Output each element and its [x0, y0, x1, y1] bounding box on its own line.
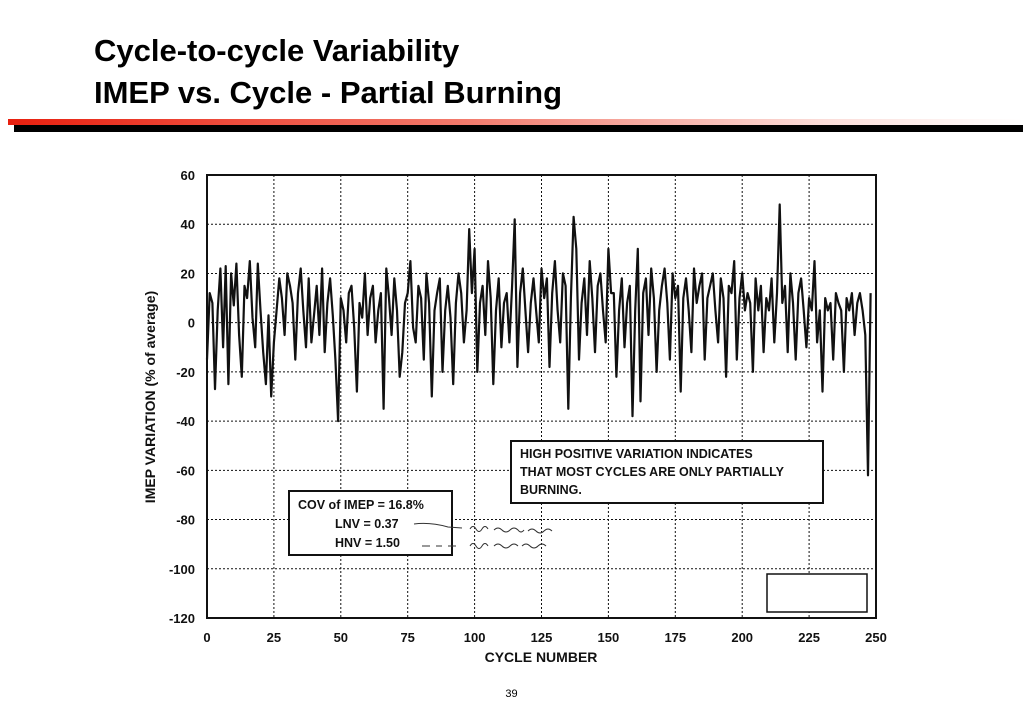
y-tick-label-neg120: -120 — [169, 611, 195, 626]
slide-title: Cycle-to-cycle Variability IMEP vs. Cycl… — [94, 30, 562, 114]
note-line-1: HIGH POSITIVE VARIATION INDICATES — [520, 447, 753, 461]
title-line-2: IMEP vs. Cycle - Partial Burning — [94, 75, 563, 110]
page-number: 39 — [505, 688, 518, 700]
title-rule-red — [8, 119, 1023, 125]
x-tick-label-75: 75 — [400, 630, 414, 645]
x-tick-label-125: 125 — [531, 630, 553, 645]
x-tick-labels: 0 25 50 75 100 125 150 175 200 225 250 — [203, 630, 886, 645]
y-tick-label-neg60: -60 — [176, 463, 195, 478]
x-tick-label-150: 150 — [598, 630, 620, 645]
y-tick-label-0: 0 — [188, 316, 195, 331]
y-tick-label-neg40: -40 — [176, 414, 195, 429]
note-box: HIGH POSITIVE VARIATION INDICATES THAT M… — [510, 440, 824, 504]
x-tick-label-100: 100 — [464, 630, 486, 645]
stats-lnv: LNV = 0.37 — [335, 517, 399, 531]
y-tick-label-neg20: -20 — [176, 365, 195, 380]
handwritten-note-scribble — [413, 522, 553, 549]
y-tick-label-60: 60 — [181, 168, 195, 183]
y-tick-label-40: 40 — [181, 217, 195, 232]
y-tick-labels: 60 40 20 0 -20 -40 -60 -80 -100 -120 — [169, 168, 195, 626]
stats-hnv: HNV = 1.50 — [335, 536, 400, 550]
stats-cov-imep: COV of IMEP = 16.8% — [298, 498, 424, 512]
y-tick-label-neg80: -80 — [176, 513, 195, 528]
note-line-3: BURNING. — [520, 483, 582, 497]
x-axis-label: CYCLE NUMBER — [485, 649, 598, 665]
y-tick-label-neg100: -100 — [169, 562, 195, 577]
x-tick-label-50: 50 — [334, 630, 348, 645]
series-line-imep-variation — [205, 203, 872, 477]
x-tick-label-175: 175 — [664, 630, 686, 645]
y-axis-label: IMEP VARIATION (% of average) — [142, 291, 158, 503]
y-tick-label-20: 20 — [181, 266, 195, 281]
x-tick-label-225: 225 — [798, 630, 820, 645]
stats-box: COV of IMEP = 16.8% LNV = 0.37 HNV = 1.5… — [288, 490, 453, 556]
title-line-1: Cycle-to-cycle Variability — [94, 33, 460, 68]
x-tick-label-25: 25 — [267, 630, 281, 645]
note-line-2: THAT MOST CYCLES ARE ONLY PARTIALLY — [520, 465, 785, 479]
empty-label-box — [766, 573, 868, 613]
x-tick-label-250: 250 — [865, 630, 887, 645]
title-rule-black — [14, 125, 1023, 132]
x-tick-label-0: 0 — [203, 630, 210, 645]
x-tick-label-200: 200 — [731, 630, 753, 645]
